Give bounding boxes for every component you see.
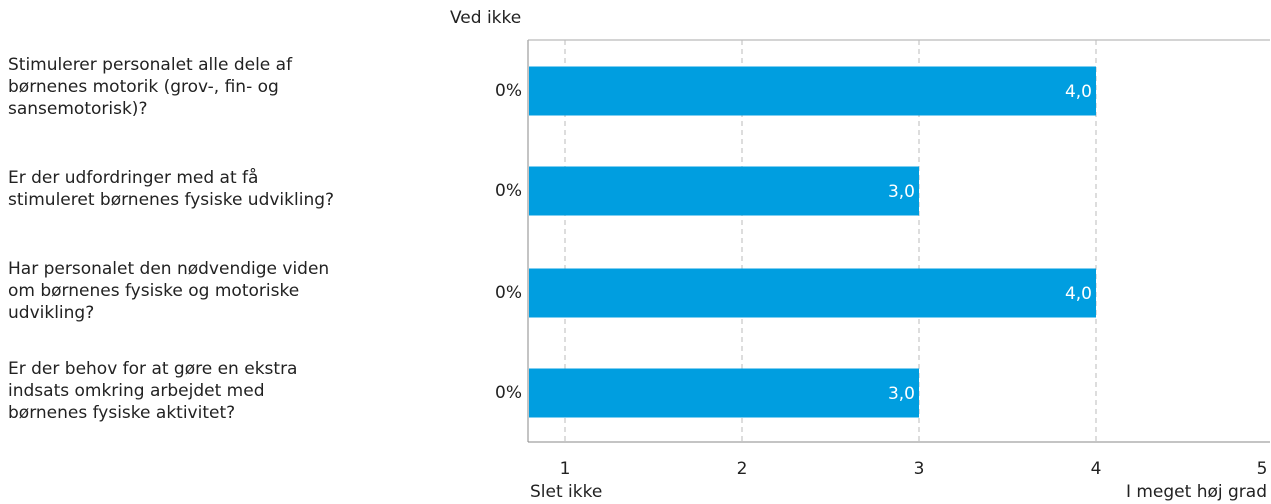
- question-label-line: børnenes fysiske aktivitet?: [8, 403, 236, 423]
- bar-value-label-4: 3,0: [888, 384, 915, 404]
- question-label-line: Er der udfordringer med at få: [8, 168, 259, 188]
- question-label-line: udvikling?: [8, 303, 95, 323]
- question-label-4: Er der behov for at gøre en ekstra indsat…: [8, 358, 388, 424]
- bar-4: [529, 368, 919, 418]
- dont-know-value-2: 0%: [495, 181, 522, 201]
- x-tick-label-3: 3: [914, 459, 925, 479]
- x-max-label: I meget høj grad: [1125, 482, 1267, 502]
- x-tick-label-1: 1: [560, 459, 571, 479]
- question-label-line: stimuleret børnenes fysiske udvikling?: [8, 190, 335, 210]
- bar-value-label-3: 4,0: [1065, 284, 1092, 304]
- x-tick-label-5: 5: [1257, 459, 1268, 479]
- bar-value-label-2: 3,0: [888, 182, 915, 202]
- bar-value-label-1: 4,0: [1065, 82, 1092, 102]
- question-label-line: sansemotorisk)?: [8, 99, 148, 119]
- question-label-1: Stimulerer personalet alle dele af børnen…: [8, 54, 388, 120]
- dont-know-value-3: 0%: [495, 283, 522, 303]
- question-label-line: Er der behov for at gøre en ekstra: [8, 359, 298, 379]
- x-tick-label-2: 2: [737, 459, 748, 479]
- question-label-2: Er der udfordringer med at få stimuleret …: [8, 167, 388, 211]
- x-tick-label-4: 4: [1091, 459, 1102, 479]
- question-label-line: børnenes motorik (grov-, fin- og: [8, 77, 279, 97]
- question-label-line: om børnenes fysiske og motoriske: [8, 281, 300, 301]
- question-label-line: Har personalet den nødvendige viden: [8, 259, 330, 279]
- bar-3: [529, 268, 1096, 318]
- question-label-line: indsats omkring arbejdet med: [8, 381, 265, 401]
- dont-know-value-4: 0%: [495, 383, 522, 403]
- question-label-3: Har personalet den nødvendige viden om bø…: [8, 258, 388, 324]
- bar-1: [529, 66, 1096, 116]
- dont-know-header: Ved ikke: [450, 8, 522, 28]
- bar-2: [529, 166, 919, 216]
- x-min-label: Slet ikke: [530, 482, 603, 502]
- question-label-line: Stimulerer personalet alle dele af: [8, 55, 293, 75]
- dont-know-value-1: 0%: [495, 81, 522, 101]
